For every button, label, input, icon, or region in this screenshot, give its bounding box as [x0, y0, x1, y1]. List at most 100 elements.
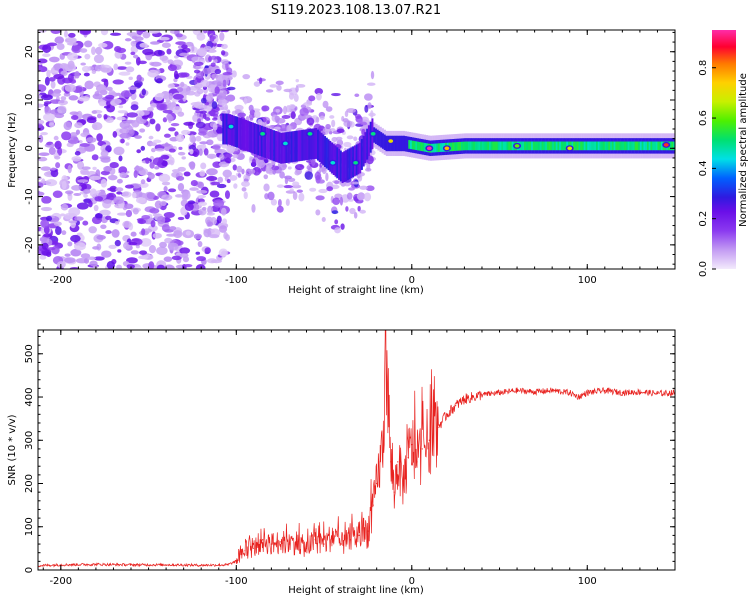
heatmap-cell	[288, 104, 296, 109]
heatmap-hot-spot	[370, 132, 376, 136]
heatmap-cell	[44, 76, 50, 86]
heatmap-cell	[646, 141, 649, 151]
heatmap-cell	[130, 250, 139, 255]
heatmap-cell	[190, 102, 201, 106]
heatmap-cell	[318, 167, 326, 172]
snr-point	[569, 392, 571, 394]
snr-point	[516, 389, 518, 392]
heatmap-cell	[156, 92, 165, 98]
heatmap-cell	[538, 141, 541, 151]
heatmap-cell	[657, 141, 660, 151]
heatmap-cell	[270, 198, 277, 206]
heatmap-cell	[217, 98, 227, 106]
heatmap-cell	[119, 127, 130, 134]
heatmap-cell	[276, 84, 282, 91]
heatmap-cell	[610, 141, 613, 151]
heatmap-cell	[92, 246, 100, 250]
heatmap-cell	[246, 120, 249, 152]
heatmap-cell	[159, 241, 167, 248]
heatmap-cell	[315, 128, 318, 159]
heatmap-cell	[499, 141, 502, 151]
heatmap-cell	[306, 129, 309, 161]
heatmap-cell	[54, 36, 65, 44]
heatmap-cell	[331, 137, 338, 143]
heatmap-cell	[283, 132, 286, 164]
heatmap-cell	[467, 141, 470, 151]
heatmap-cell	[546, 141, 549, 151]
x-tick-label: 100	[578, 275, 597, 286]
heatmap-cell	[126, 32, 139, 37]
heatmap-cell	[128, 76, 133, 80]
heatmap-cell	[180, 81, 185, 88]
heatmap-cell	[80, 253, 91, 259]
heatmap-cell	[177, 151, 186, 156]
heatmap-cell	[316, 92, 322, 101]
heatmap-cell	[155, 123, 161, 132]
y-tick-label: 500	[24, 344, 35, 363]
heatmap-cell	[133, 54, 139, 59]
heatmap-cell	[283, 88, 293, 93]
heatmap-cell	[364, 104, 369, 113]
heatmap-cell	[365, 185, 375, 192]
heatmap-cell	[457, 142, 460, 151]
heatmap-cell	[317, 129, 320, 161]
heatmap-cell	[189, 148, 194, 155]
snr-point	[534, 391, 536, 393]
heatmap-cell	[279, 171, 285, 179]
heatmap-cell	[204, 247, 211, 254]
heatmap-cell	[206, 92, 214, 102]
heatmap-cell	[167, 59, 174, 65]
heatmap-cell	[189, 187, 199, 191]
heatmap-cell	[71, 115, 79, 120]
heatmap-cell	[148, 135, 154, 140]
heatmap-cell	[597, 141, 600, 151]
heatmap-cell	[473, 141, 476, 151]
heatmap-cell	[194, 79, 198, 85]
heatmap-cell	[460, 141, 463, 151]
heatmap-cell	[113, 196, 125, 205]
heatmap-cell	[101, 78, 108, 83]
heatmap-hot-spot	[353, 160, 359, 165]
heatmap-cell	[163, 264, 175, 269]
heatmap-cell	[281, 132, 284, 164]
heatmap-cell	[248, 168, 256, 175]
heatmap-cell	[197, 104, 208, 110]
heatmap-cell	[118, 155, 123, 162]
snr-point	[288, 543, 290, 545]
heatmap-cell	[38, 123, 43, 128]
heatmap-cell	[301, 129, 304, 161]
heatmap-cell	[188, 161, 196, 168]
heatmap-cell	[100, 30, 109, 36]
heatmap-cell	[183, 263, 193, 268]
heatmap-cell	[38, 66, 43, 71]
heatmap-cell	[212, 35, 216, 40]
heatmap-cell	[92, 93, 103, 100]
snr-point	[416, 461, 418, 463]
heatmap-cell	[157, 50, 163, 56]
heatmap-cell	[356, 118, 363, 123]
heatmap-cell	[399, 135, 402, 152]
heatmap-cell	[589, 141, 592, 151]
heatmap-cell	[68, 207, 81, 217]
heatmap-cell	[239, 118, 242, 149]
heatmap-cell	[117, 110, 128, 114]
heatmap-cell	[212, 117, 218, 121]
snr-point	[411, 443, 413, 446]
heatmap-cell	[203, 148, 209, 156]
heatmap-cell	[179, 253, 189, 258]
heatmap-cell	[286, 124, 292, 133]
snr-point	[372, 504, 374, 506]
heatmap-cell	[238, 117, 241, 149]
heatmap-cell	[161, 143, 171, 147]
heatmap-cell	[248, 113, 255, 120]
heatmap-cell	[51, 92, 61, 97]
heatmap-cell	[50, 80, 56, 89]
heatmap-cell	[304, 171, 314, 180]
heatmap-cell	[181, 44, 188, 49]
heatmap-cell	[669, 141, 672, 151]
heatmap-cell	[131, 192, 137, 199]
heatmap-cell	[336, 128, 345, 134]
heatmap-cell	[587, 141, 590, 151]
heatmap-cell	[61, 230, 67, 236]
